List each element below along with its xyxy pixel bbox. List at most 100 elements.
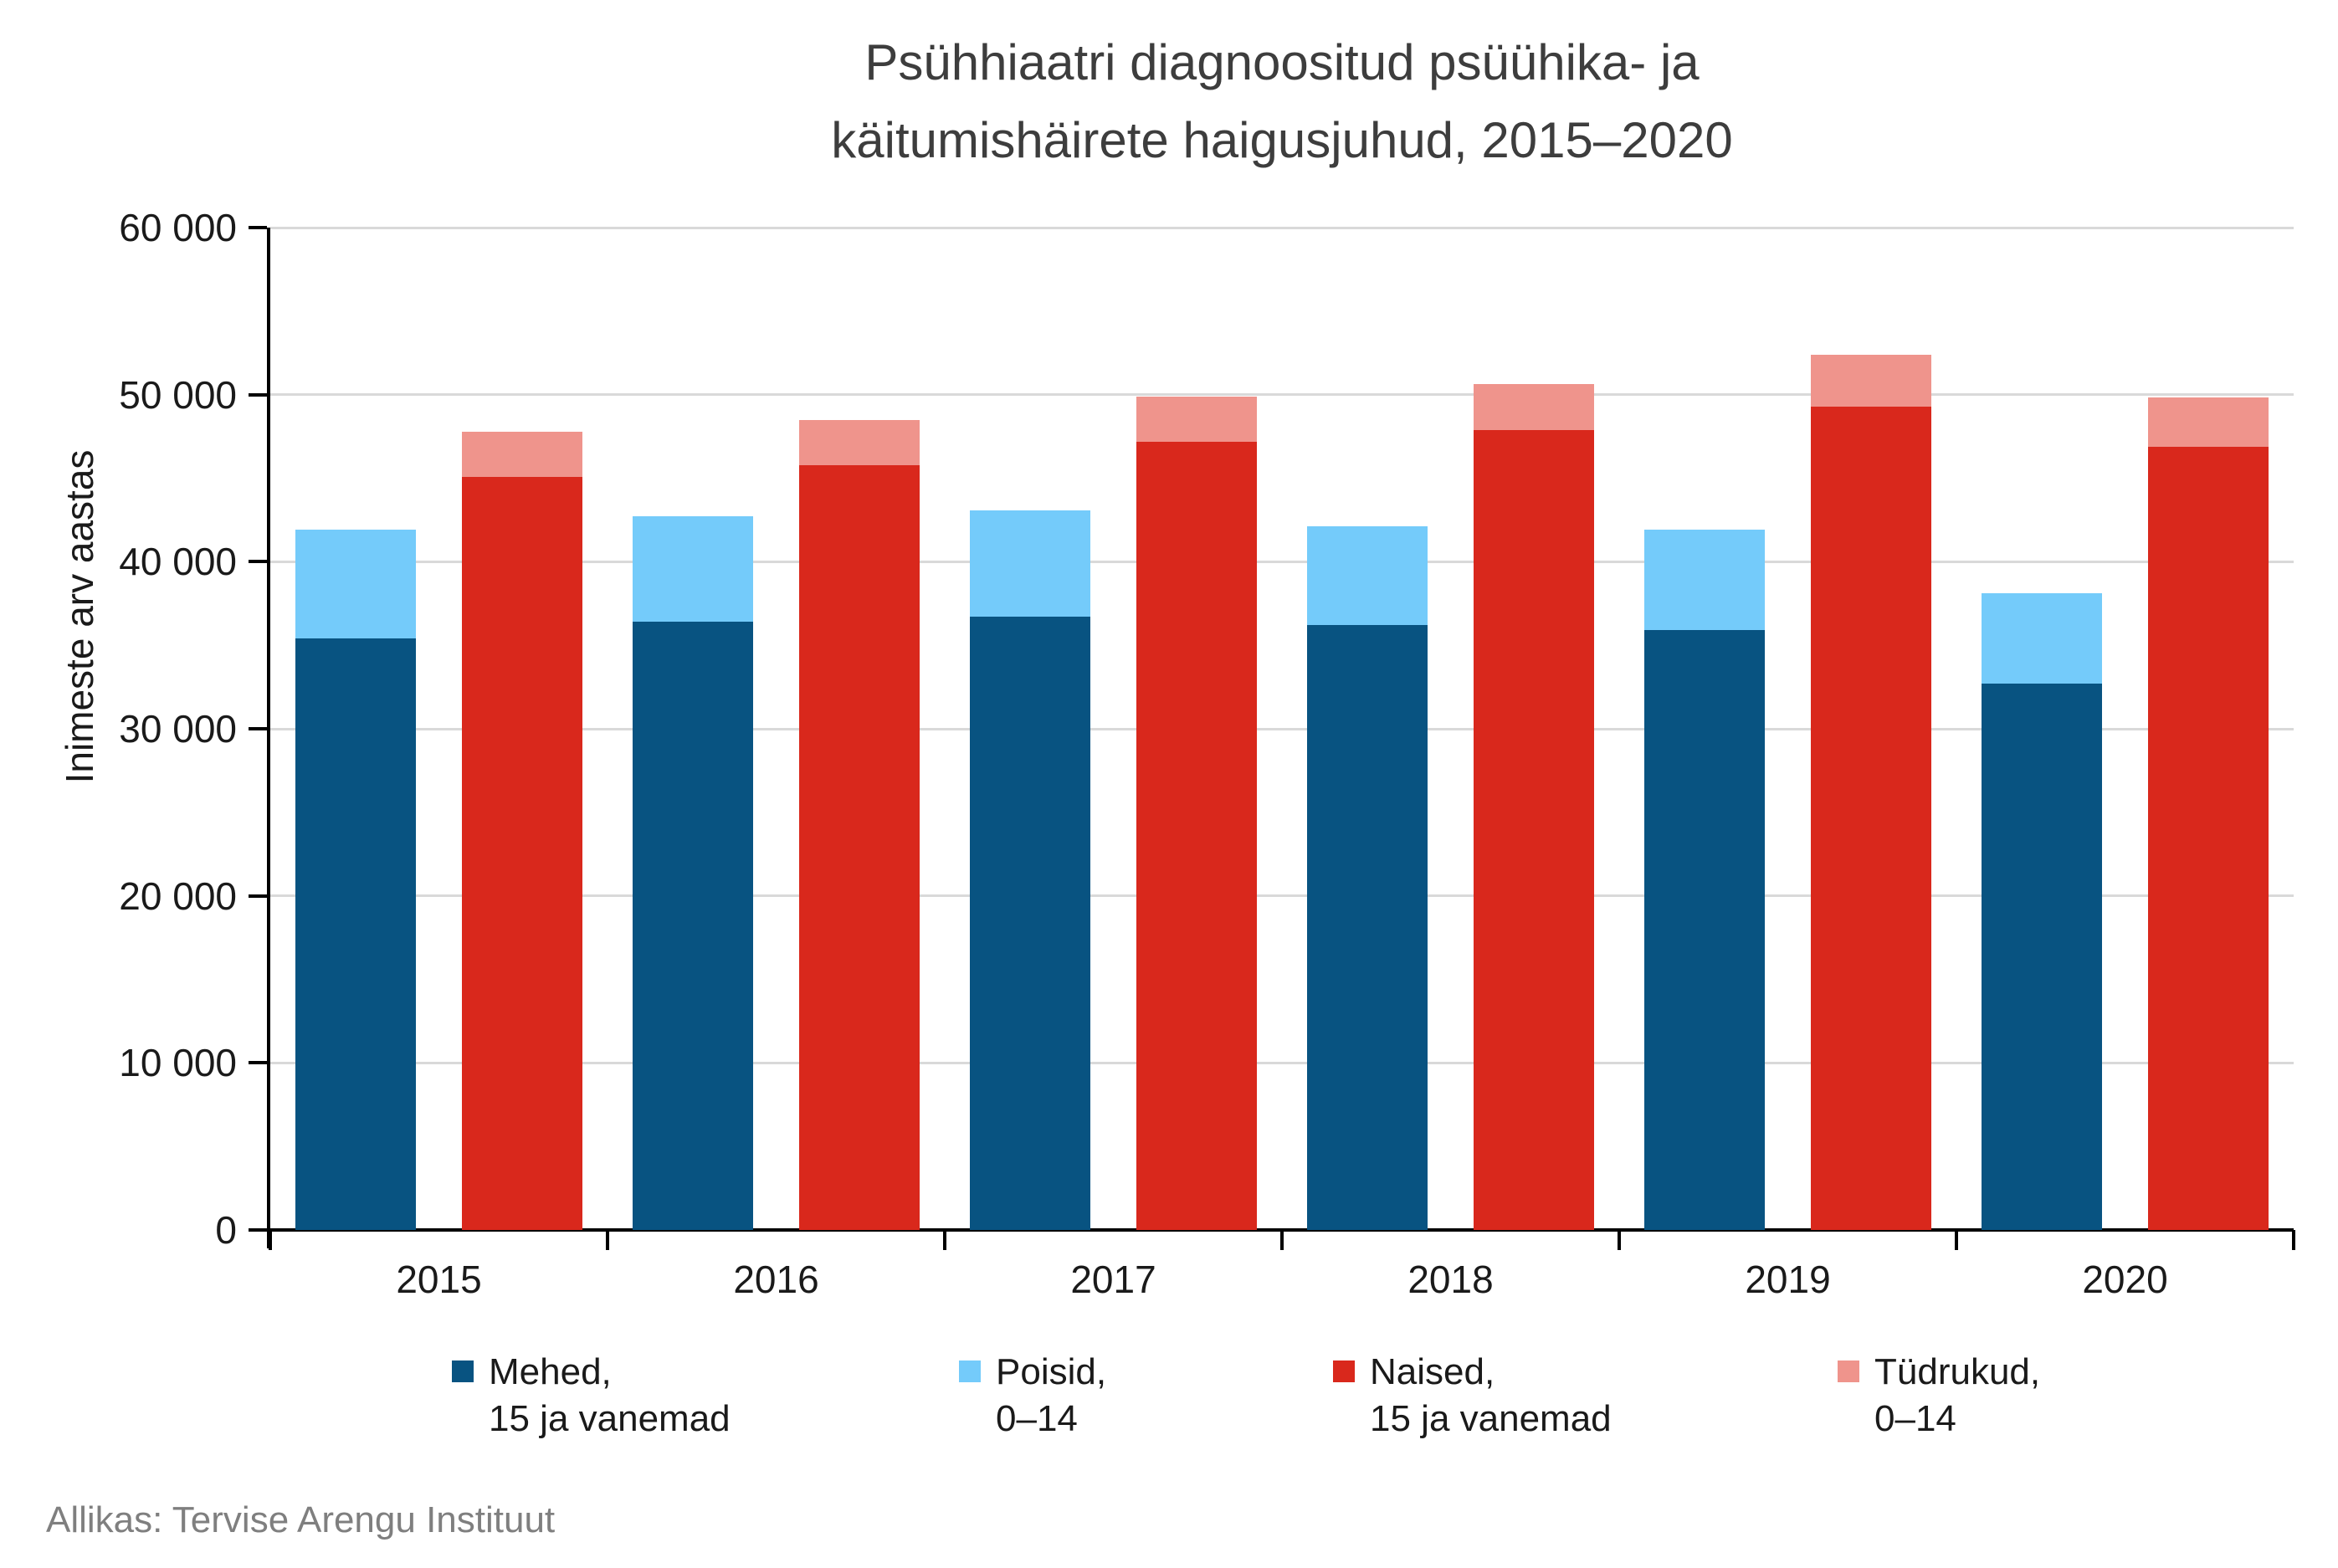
gridline-30000 [270,727,2294,730]
y-tick-label-30000: 30 000 [119,707,237,751]
bar-group-2015 [270,228,608,1230]
y-tick-20000 [249,894,267,898]
bar-segment-2019-Mehed, 15 ja vanemad [1644,630,1765,1230]
bar-segment-2017-Mehed, 15 ja vanemad [970,617,1090,1230]
bar-group-2020 [1956,228,2294,1230]
legend-swatch-mehed [452,1360,474,1382]
x-tick-5 [1955,1230,1958,1250]
legend-item-naised: Naised, 15 ja vanemad [1333,1349,1612,1442]
bar-segment-2019-Naised, 15 ja vanemad [1811,406,1931,1230]
bar-segment-2019-Tüdrukud, 0–14 [1811,354,1931,407]
male-bar-2016 [633,516,753,1230]
x-axis-label-2015: 2015 [396,1258,482,1301]
female-bar-2019 [1811,354,1931,1230]
bar-segment-2018-Poisid, 0–14 [1307,526,1428,626]
x-axis-label-2018: 2018 [1407,1258,1494,1301]
bar-segment-2017-Naised, 15 ja vanemad [1136,441,1257,1230]
male-bar-2018 [1307,526,1428,1230]
legend-label-tydrukud-line2: 0–14 [1874,1397,1956,1439]
legend-label-mehed: Mehed, 15 ja vanemad [489,1349,731,1442]
gridline-10000 [270,1061,2294,1064]
legend-swatch-poisid [959,1360,981,1382]
source-note: Allikas: Tervise Arengu Instituut [46,1499,556,1540]
y-tick-label-40000: 40 000 [119,540,237,584]
y-tick-label-0: 0 [215,1208,237,1252]
x-tick-2 [943,1230,946,1250]
bar-segment-2017-Tüdrukud, 0–14 [1136,396,1257,442]
y-tick-label-60000: 60 000 [119,206,237,249]
legend-label-naised: Naised, 15 ja vanemad [1370,1349,1612,1442]
y-tick-label-10000: 10 000 [119,1041,237,1085]
bar-group-2019 [1619,228,1956,1230]
bar-segment-2020-Poisid, 0–14 [1982,593,2102,684]
bar-group-2016 [608,228,945,1230]
bar-segment-2018-Mehed, 15 ja vanemad [1307,625,1428,1230]
x-tick-3 [1280,1230,1284,1250]
legend-label-mehed-line1: Mehed, [489,1351,612,1392]
bar-segment-2018-Naised, 15 ja vanemad [1474,429,1594,1230]
bar-segment-2016-Naised, 15 ja vanemad [799,464,920,1230]
bar-segment-2017-Poisid, 0–14 [970,510,1090,617]
gridline-60000 [270,226,2294,229]
legend-item-tydrukud: Tüdrukud, 0–14 [1838,1349,2040,1442]
bars-layer [270,228,2294,1230]
legend-swatch-naised [1333,1360,1355,1382]
female-bar-2016 [799,419,920,1230]
bar-segment-2015-Mehed, 15 ja vanemad [295,638,416,1230]
x-axis-label-2016: 2016 [733,1258,819,1301]
chart-title-line1: Psühhiaatri diagnoositud psüühika- ja [864,34,1700,90]
male-bar-2017 [970,510,1090,1230]
chart-title-line2: käitumishäirete haigusjuhud, 2015–2020 [831,112,1733,168]
male-bar-2020 [1982,593,2102,1230]
legend-label-naised-line2: 15 ja vanemad [1370,1397,1612,1439]
y-tick-50000 [249,392,267,397]
bar-segment-2020-Tüdrukud, 0–14 [2148,397,2269,447]
female-bar-2017 [1136,396,1257,1230]
gridline-20000 [270,894,2294,898]
bar-segment-2016-Poisid, 0–14 [633,516,753,623]
bar-segment-2016-Mehed, 15 ja vanemad [633,622,753,1230]
x-axis-labels: 2015 2016 2017 2018 2019 2020 [270,1257,2294,1302]
y-tick-10000 [249,1061,267,1065]
bar-segment-2015-Poisid, 0–14 [295,530,416,639]
x-tick-6 [2292,1230,2295,1250]
bar-segment-2015-Tüdrukud, 0–14 [462,431,582,477]
bar-segment-2019-Poisid, 0–14 [1644,530,1765,631]
y-tick-30000 [249,727,267,730]
y-tick-40000 [249,560,267,564]
bar-group-2018 [1282,228,1619,1230]
legend-label-poisid: Poisid, 0–14 [996,1349,1106,1442]
legend-label-poisid-line2: 0–14 [996,1397,1078,1439]
bar-segment-2020-Mehed, 15 ja vanemad [1982,684,2102,1230]
x-tick-4 [1618,1230,1621,1250]
bar-segment-2018-Tüdrukud, 0–14 [1474,383,1594,430]
legend-label-naised-line1: Naised, [1370,1351,1495,1392]
bar-segment-2016-Tüdrukud, 0–14 [799,419,920,465]
legend-item-mehed: Mehed, 15 ja vanemad [452,1349,731,1442]
female-bar-2018 [1474,383,1594,1230]
x-axis-label-2017: 2017 [1070,1258,1156,1301]
female-bar-2020 [2148,397,2269,1230]
bar-group-2017 [945,228,1282,1230]
bar-segment-2015-Naised, 15 ja vanemad [462,476,582,1230]
chart-title: Psühhiaatri diagnoositud psüühika- ja kä… [270,23,2294,179]
y-tick-label-20000: 20 000 [119,874,237,918]
plot-area: 0 10 000 20 000 30 000 40 000 50 000 60 000 [119,206,2295,1252]
x-tick-0 [269,1230,272,1250]
x-tick-1 [606,1230,609,1250]
bar-segment-2020-Naised, 15 ja vanemad [2148,446,2269,1230]
female-bar-2015 [462,431,582,1230]
legend-label-tydrukud-line1: Tüdrukud, [1874,1351,2041,1392]
male-bar-2019 [1644,530,1765,1230]
gridline-50000 [270,393,2294,397]
male-bar-2015 [295,530,416,1230]
gridline-40000 [270,560,2294,563]
legend-item-poisid: Poisid, 0–14 [959,1349,1106,1442]
x-axis-label-2020: 2020 [2082,1258,2168,1301]
y-axis-line [267,228,270,1248]
legend-swatch-tydrukud [1838,1360,1859,1382]
y-tick-60000 [249,226,267,229]
x-axis-label-2019: 2019 [1745,1258,1831,1301]
y-tick-0 [249,1228,267,1232]
